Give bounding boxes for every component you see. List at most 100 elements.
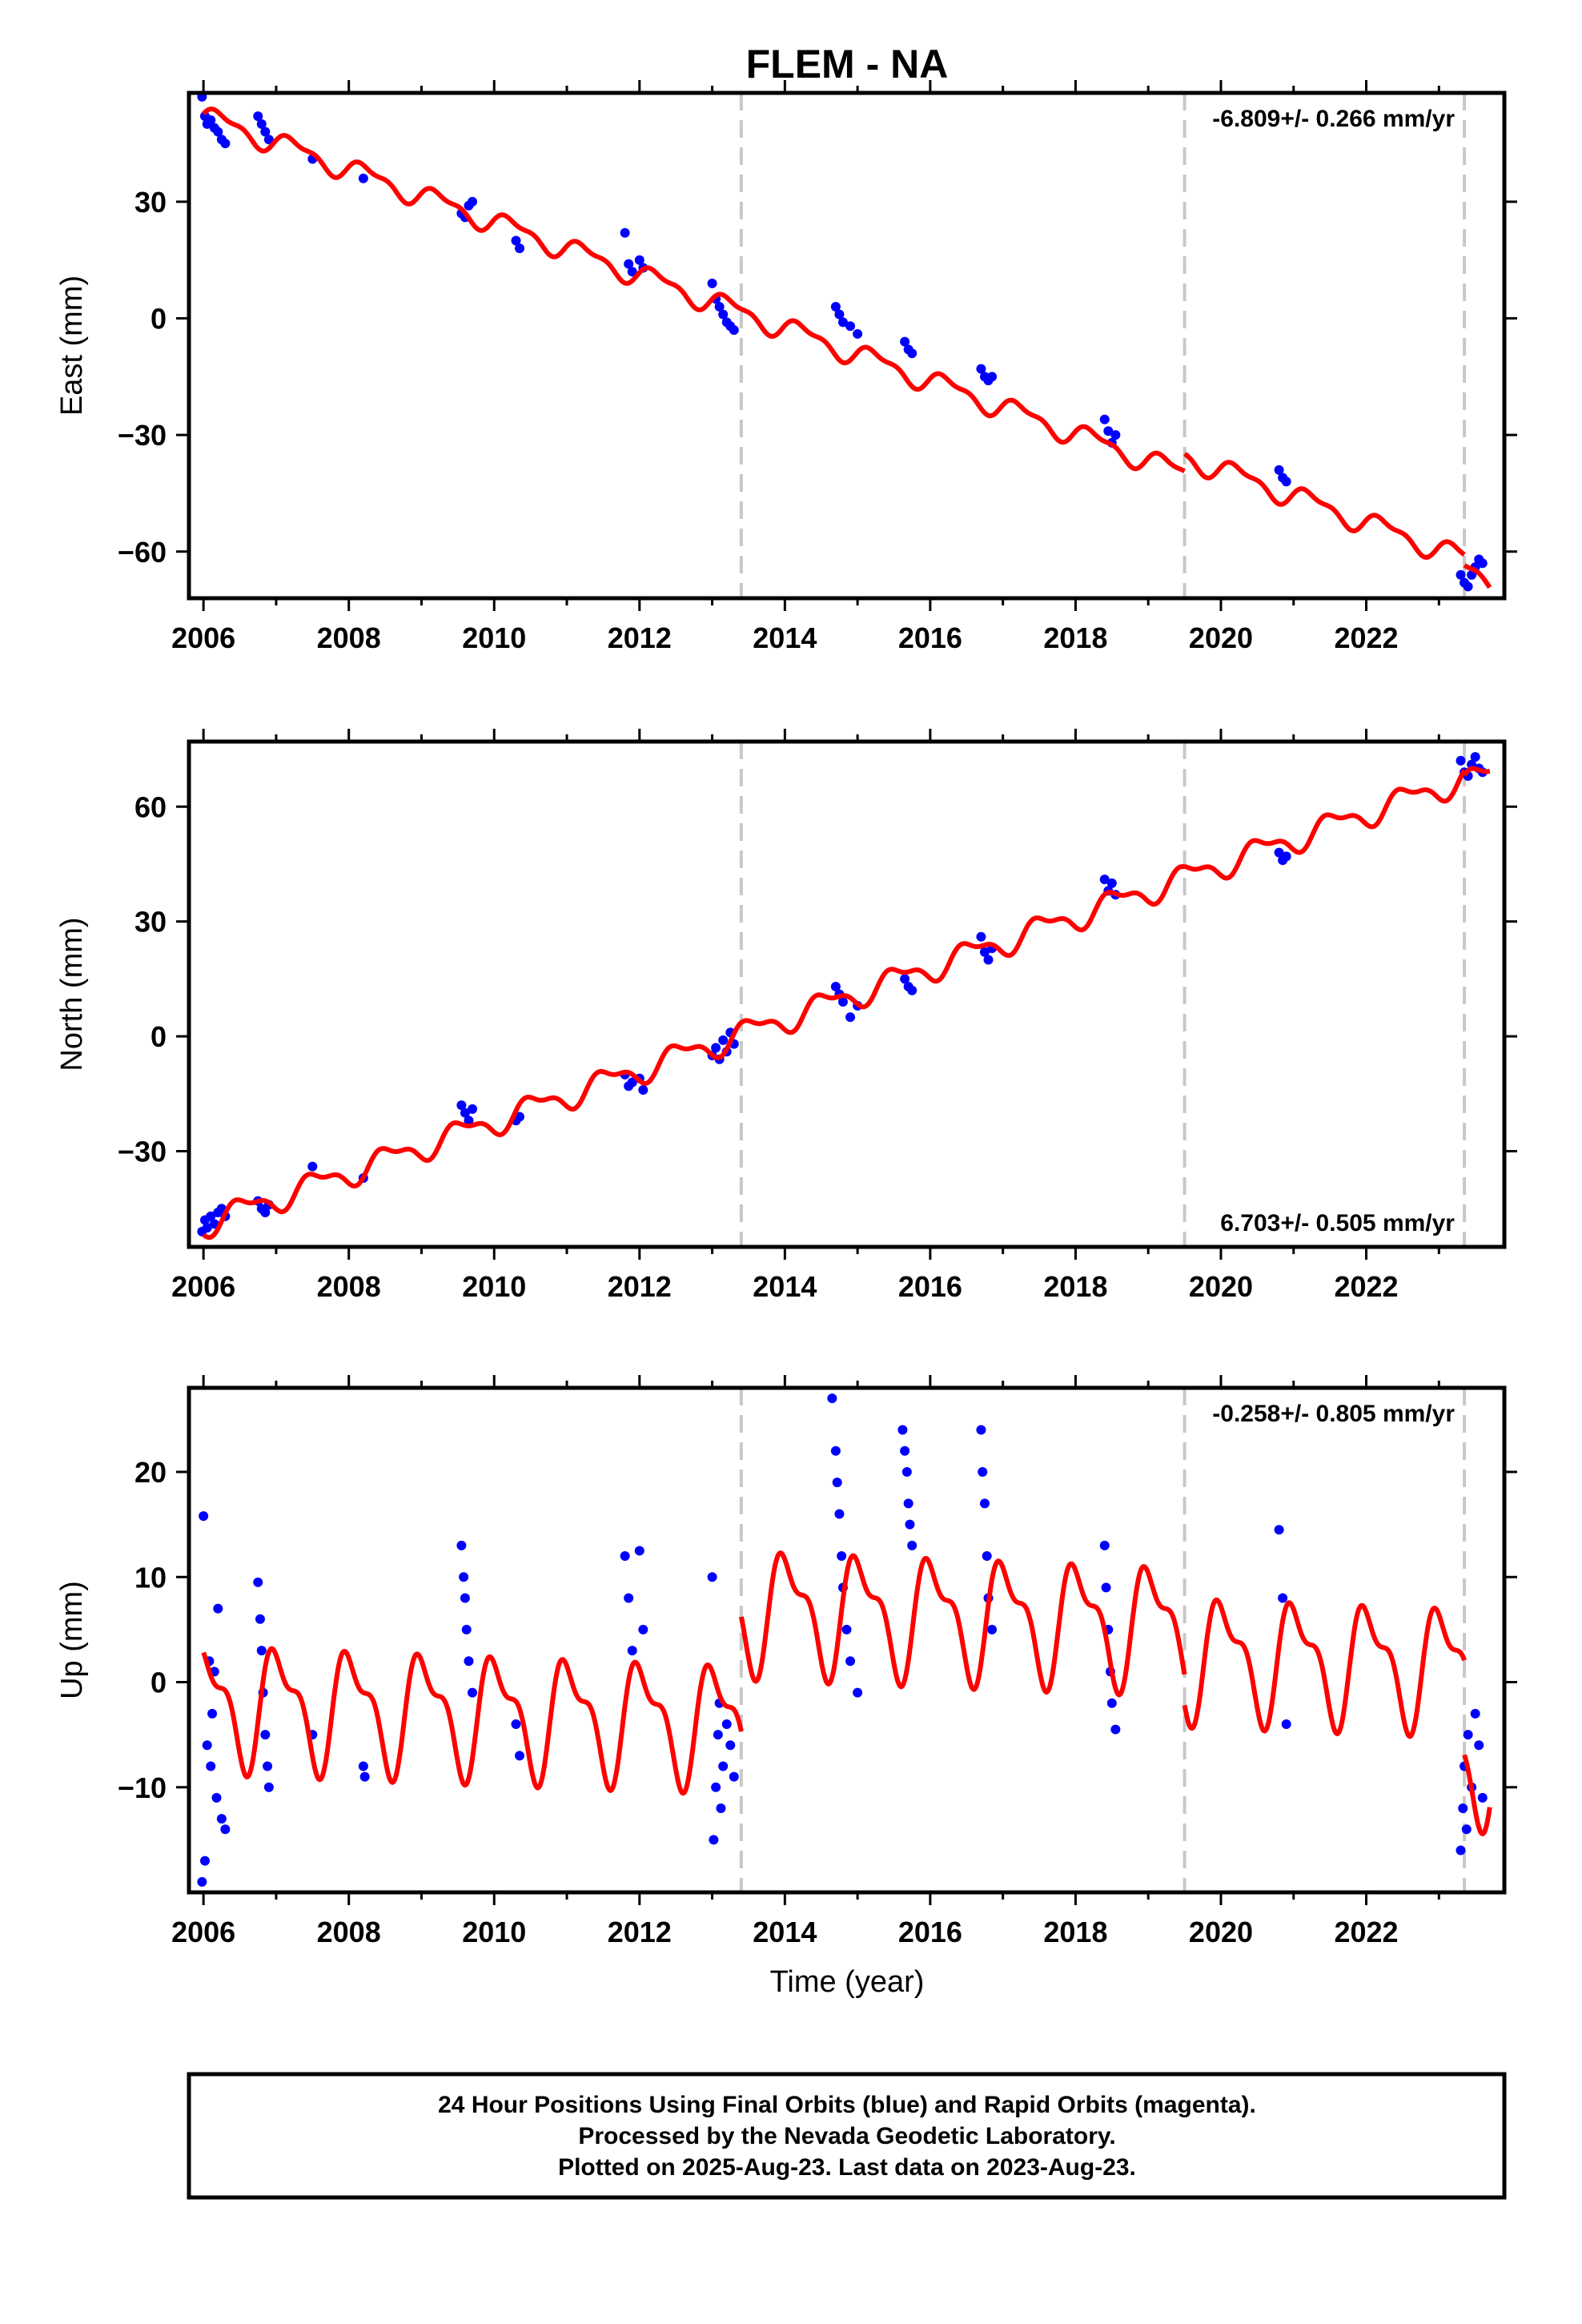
data-point	[979, 947, 990, 957]
data-point	[1274, 1525, 1284, 1535]
data-point	[987, 1624, 998, 1634]
model-segment-up-2	[1182, 1597, 1467, 1739]
data-point	[832, 1478, 842, 1488]
data-point	[1463, 581, 1473, 592]
data-point	[1101, 1582, 1111, 1593]
y-tick-label: −30	[118, 419, 167, 452]
data-point	[853, 328, 863, 339]
data-point	[260, 1207, 271, 1217]
data-point	[1106, 1698, 1117, 1708]
x-tick-label: 2022	[1334, 1270, 1398, 1303]
data-point	[1477, 1792, 1488, 1803]
data-point	[260, 1730, 271, 1740]
data-point	[834, 309, 845, 320]
data-point	[199, 1511, 209, 1522]
data-point	[206, 1761, 216, 1771]
x-tick-label: 2020	[1189, 1916, 1253, 1948]
model-segment-north-0	[202, 1020, 744, 1240]
data-point	[359, 1771, 370, 1782]
x-tick-label: 2010	[462, 1270, 526, 1303]
data-point	[307, 1161, 318, 1172]
data-point	[1461, 1824, 1472, 1835]
y-tick-label: 20	[135, 1456, 167, 1489]
data-point	[1470, 752, 1480, 762]
data-point	[638, 1085, 648, 1096]
data-point	[729, 1771, 739, 1782]
rate-label: -6.809+/- 0.266 mm/yr	[1212, 106, 1455, 132]
x-tick-label: 2018	[1043, 621, 1107, 654]
y-tick-label: −30	[118, 1135, 167, 1168]
x-tick-label: 2012	[608, 621, 672, 654]
observations-up	[197, 1393, 1488, 1887]
plot-frame-east	[187, 90, 1507, 601]
data-point	[1456, 1845, 1466, 1856]
data-point	[976, 1425, 986, 1435]
data-point	[718, 309, 729, 320]
data-point	[515, 1751, 525, 1761]
footer-line-1: 24 Hour Positions Using Final Orbits (bl…	[438, 2092, 1256, 2118]
x-tick-label: 2018	[1043, 1916, 1107, 1948]
data-point	[901, 1467, 912, 1477]
data-point	[907, 985, 917, 995]
y-tick-label: 30	[135, 906, 167, 939]
data-point	[718, 1761, 729, 1771]
data-point	[1278, 1593, 1288, 1603]
data-point	[830, 1445, 841, 1456]
x-tick-label: 2010	[462, 621, 526, 654]
y-axis-label: Up (mm)	[55, 1581, 89, 1699]
data-point	[358, 1761, 368, 1771]
data-point	[976, 931, 986, 942]
model-segment-east-3	[1463, 563, 1492, 589]
data-point	[256, 119, 267, 129]
data-point	[837, 1551, 847, 1561]
data-point	[1099, 414, 1110, 424]
data-point	[464, 1116, 474, 1126]
plot-frame-up	[187, 1385, 1507, 1895]
data-point	[841, 1624, 852, 1634]
y-tick-label: −10	[118, 1771, 167, 1804]
y-tick-label: 0	[151, 1667, 167, 1699]
x-tick-label: 2022	[1334, 621, 1398, 654]
figure-title: FLEM - NA	[746, 42, 949, 86]
data-point	[905, 1519, 915, 1530]
y-axis-label: North (mm)	[55, 917, 89, 1071]
data-point	[460, 1108, 470, 1118]
x-tick-label: 2020	[1189, 621, 1253, 654]
model-segment-east-1	[740, 307, 1186, 473]
data-point	[1463, 1730, 1473, 1740]
data-point	[1477, 558, 1488, 569]
y-tick-label: −60	[118, 536, 167, 569]
footer-border	[187, 2072, 1507, 2200]
data-point	[468, 196, 478, 207]
x-tick-label: 2016	[898, 621, 962, 654]
data-point	[837, 317, 848, 328]
plot-frame-north	[187, 739, 1507, 1249]
data-point	[711, 1043, 721, 1053]
x-tick-label: 2012	[608, 1270, 672, 1303]
data-point	[721, 1719, 732, 1729]
model-segment-north-1	[740, 864, 1186, 1035]
data-point	[900, 1445, 910, 1456]
data-point	[1281, 476, 1291, 487]
data-point	[624, 1593, 634, 1603]
data-point	[707, 278, 717, 288]
x-tick-label: 2014	[753, 1916, 817, 1948]
data-point	[206, 1211, 216, 1221]
data-point	[1474, 1740, 1484, 1751]
y-tick-label: 30	[135, 186, 167, 219]
data-point	[253, 111, 263, 122]
data-point	[978, 1467, 988, 1477]
data-point	[199, 1856, 210, 1866]
data-point	[620, 1551, 630, 1561]
data-point	[511, 235, 521, 246]
panel-north: 2006 2008 2010 2012 2014 2016 2018 2020 2022 60 30…	[55, 729, 1517, 1303]
data-point	[627, 1077, 637, 1088]
data-point	[468, 1687, 478, 1698]
data-point	[263, 1782, 274, 1792]
data-point	[213, 1603, 223, 1614]
data-point	[634, 255, 644, 265]
model-segment-up-0	[201, 1646, 744, 1796]
data-point	[1099, 1540, 1110, 1550]
model-segment-north-3	[1462, 766, 1492, 777]
